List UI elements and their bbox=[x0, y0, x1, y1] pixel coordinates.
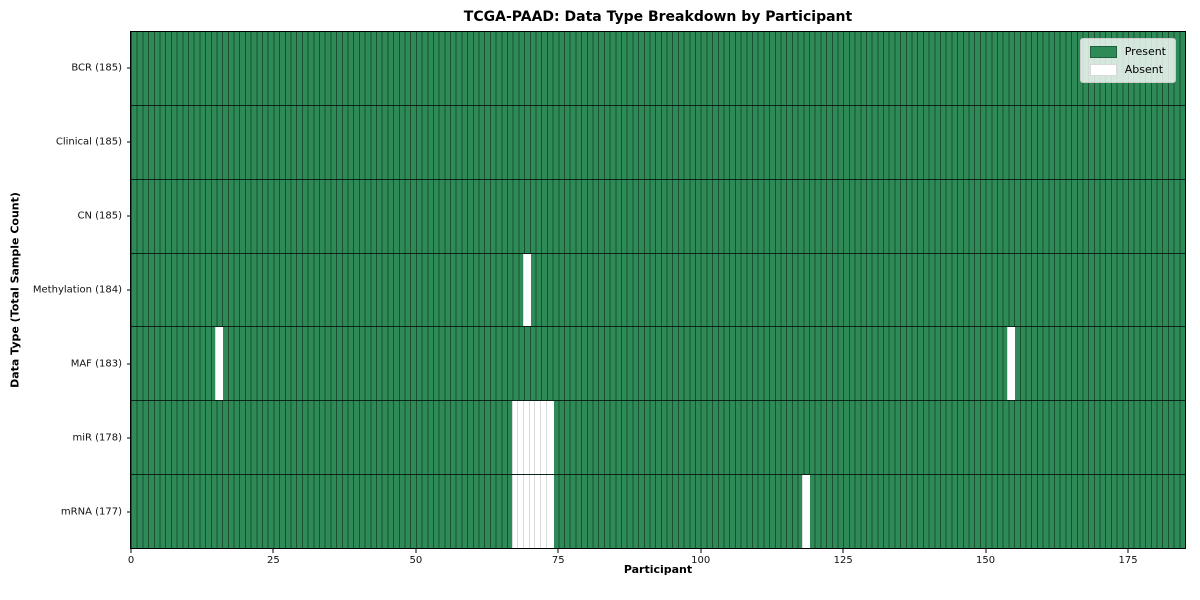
matrix-row-bcr: BCR (185) bbox=[71, 32, 1185, 106]
legend: Present Absent bbox=[1079, 38, 1176, 83]
x-tick-mark bbox=[130, 549, 132, 553]
x-tick-mark bbox=[557, 549, 559, 553]
x-tick-mark bbox=[415, 549, 417, 553]
chart-title: TCGA-PAAD: Data Type Breakdown by Partic… bbox=[463, 9, 853, 25]
legend-entry-present: Present bbox=[1089, 45, 1166, 58]
x-axis-label: Participant bbox=[623, 563, 693, 576]
row-label: MAF (183) bbox=[70, 358, 122, 370]
legend-swatch-present bbox=[1089, 45, 1117, 58]
matrix-row-methylation: Methylation (184) bbox=[33, 253, 1185, 328]
row-label: miR (178) bbox=[72, 432, 122, 444]
x-tick-label: 100 bbox=[691, 555, 711, 566]
row-label: BCR (185) bbox=[71, 62, 122, 74]
matrix-row-mrna: mRNA (177) bbox=[61, 475, 1185, 549]
absent-cell bbox=[540, 401, 549, 475]
y-tick-mark bbox=[127, 437, 131, 439]
matrix-row-mir: miR (178) bbox=[72, 401, 1185, 476]
absent-cell bbox=[802, 475, 811, 549]
absent-cell bbox=[545, 475, 554, 549]
row-label: mRNA (177) bbox=[60, 506, 122, 518]
x-tick-label: 125 bbox=[833, 555, 853, 566]
x-tick-mark bbox=[272, 549, 274, 553]
legend-swatch-absent bbox=[1089, 63, 1117, 76]
matrix-row-cn: CN (185) bbox=[77, 179, 1185, 254]
x-tick-label: 175 bbox=[1118, 555, 1138, 566]
absent-cell bbox=[517, 401, 526, 475]
y-tick-mark bbox=[127, 511, 131, 513]
absent-cell bbox=[522, 475, 531, 549]
legend-label-present: Present bbox=[1124, 45, 1166, 58]
y-tick-mark bbox=[127, 215, 131, 217]
absent-cell bbox=[545, 401, 554, 475]
row-label: Clinical (185) bbox=[55, 136, 122, 148]
x-tick-label: 50 bbox=[409, 555, 423, 566]
absent-cell bbox=[522, 253, 531, 327]
absent-cell bbox=[540, 475, 549, 549]
legend-label-absent: Absent bbox=[1124, 63, 1164, 76]
x-tick-mark bbox=[1127, 549, 1129, 553]
y-tick-mark bbox=[127, 141, 131, 143]
y-axis-label: Data Type (Total Sample Count) bbox=[8, 192, 22, 388]
y-tick-mark bbox=[127, 289, 131, 291]
x-tick-label: 25 bbox=[267, 555, 280, 566]
x-tick-mark bbox=[700, 549, 702, 553]
absent-cell bbox=[517, 475, 526, 549]
absent-cell bbox=[1007, 327, 1016, 401]
absent-cell bbox=[528, 401, 537, 475]
matrix-row-clinical: Clinical (185) bbox=[56, 105, 1185, 180]
row-label: Methylation (184) bbox=[32, 284, 122, 296]
y-tick-mark bbox=[127, 363, 131, 365]
x-tick-label: 150 bbox=[976, 555, 996, 566]
x-tick-mark bbox=[985, 549, 987, 553]
plot-area: BCR (185) Clinical (185) CN (185) Methylati… bbox=[33, 31, 1186, 549]
absent-cell bbox=[215, 327, 224, 401]
x-tick-mark bbox=[842, 549, 844, 553]
legend-entry-absent: Absent bbox=[1089, 63, 1166, 76]
absent-cell bbox=[522, 401, 531, 475]
x-tick-label: 0 bbox=[127, 555, 135, 566]
absent-cell bbox=[511, 475, 520, 549]
matrix-row-maf: MAF (183) bbox=[71, 327, 1185, 402]
absent-cell bbox=[534, 475, 543, 549]
y-tick-mark bbox=[127, 67, 131, 69]
x-tick-label: 75 bbox=[551, 555, 565, 566]
absent-cell bbox=[528, 475, 537, 549]
absent-cell bbox=[534, 401, 543, 475]
row-label: CN (185) bbox=[77, 210, 122, 222]
absent-cell bbox=[511, 401, 520, 475]
